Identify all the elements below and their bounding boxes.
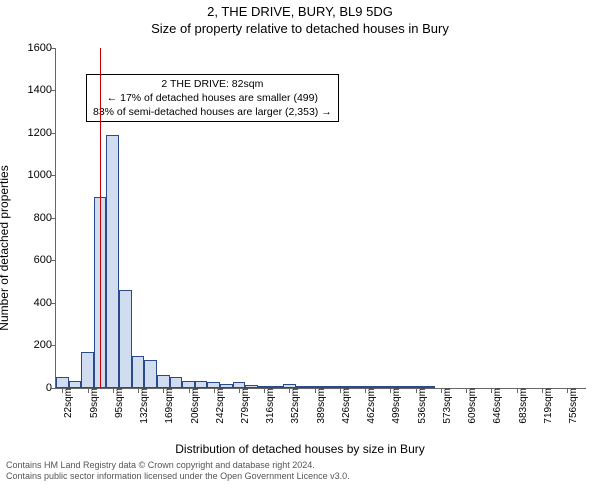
x-tick-label: 719sqm bbox=[540, 388, 554, 424]
page-title: 2, THE DRIVE, BURY, BL9 5DG bbox=[0, 0, 600, 21]
x-tick-label: 573sqm bbox=[439, 388, 453, 424]
x-tick-label: 426sqm bbox=[338, 388, 352, 424]
y-tick-mark bbox=[51, 133, 56, 134]
x-tick-label: 95sqm bbox=[111, 388, 125, 418]
x-tick-label: 279sqm bbox=[237, 388, 251, 424]
histogram-bar bbox=[56, 377, 69, 388]
x-tick-label: 352sqm bbox=[287, 388, 301, 424]
x-tick-label: 206sqm bbox=[187, 388, 201, 424]
x-tick-label: 22sqm bbox=[60, 388, 74, 418]
x-tick-label: 499sqm bbox=[388, 388, 402, 424]
histogram-bar bbox=[157, 375, 170, 388]
x-tick-label: 683sqm bbox=[515, 388, 529, 424]
plot-area: 2 THE DRIVE: 82sqm ← 17% of detached hou… bbox=[55, 48, 586, 389]
info-box: 2 THE DRIVE: 82sqm ← 17% of detached hou… bbox=[86, 74, 339, 123]
y-tick-mark bbox=[51, 303, 56, 304]
info-line-1: 2 THE DRIVE: 82sqm bbox=[93, 77, 332, 91]
y-tick-mark bbox=[51, 218, 56, 219]
histogram-bar bbox=[81, 352, 94, 388]
x-tick-label: 756sqm bbox=[565, 388, 579, 424]
x-tick-label: 389sqm bbox=[313, 388, 327, 424]
footer-line-2: Contains public sector information licen… bbox=[6, 471, 594, 482]
y-tick-mark bbox=[51, 345, 56, 346]
x-tick-label: 59sqm bbox=[86, 388, 100, 418]
info-line-2: ← 17% of detached houses are smaller (49… bbox=[93, 91, 332, 105]
histogram-bar bbox=[119, 290, 132, 388]
marker-line bbox=[100, 48, 101, 388]
x-axis-label: Distribution of detached houses by size … bbox=[0, 442, 600, 456]
histogram-bar bbox=[144, 360, 157, 388]
histogram-bar bbox=[132, 356, 145, 388]
y-tick-mark bbox=[51, 388, 56, 389]
histogram-bar bbox=[195, 381, 208, 387]
chart-container: Number of detached properties 2 THE DRIV… bbox=[0, 38, 600, 458]
histogram-bar bbox=[69, 381, 82, 387]
histogram-bar bbox=[106, 135, 119, 388]
y-tick-mark bbox=[51, 48, 56, 49]
x-tick-label: 536sqm bbox=[414, 388, 428, 424]
x-tick-label: 169sqm bbox=[161, 388, 175, 424]
x-tick-label: 132sqm bbox=[136, 388, 150, 424]
y-tick-mark bbox=[51, 175, 56, 176]
x-tick-label: 316sqm bbox=[262, 388, 276, 424]
x-tick-label: 609sqm bbox=[464, 388, 478, 424]
x-tick-label: 242sqm bbox=[212, 388, 226, 424]
footer-line-1: Contains HM Land Registry data © Crown c… bbox=[6, 460, 594, 471]
info-line-3: 83% of semi-detached houses are larger (… bbox=[93, 105, 332, 119]
y-axis-label: Number of detached properties bbox=[0, 165, 11, 330]
y-tick-mark bbox=[51, 90, 56, 91]
y-tick-mark bbox=[51, 260, 56, 261]
footer-text: Contains HM Land Registry data © Crown c… bbox=[0, 458, 600, 483]
page-subtitle: Size of property relative to detached ho… bbox=[0, 21, 600, 38]
histogram-bar bbox=[170, 377, 183, 388]
x-tick-label: 646sqm bbox=[489, 388, 503, 424]
x-tick-label: 462sqm bbox=[363, 388, 377, 424]
